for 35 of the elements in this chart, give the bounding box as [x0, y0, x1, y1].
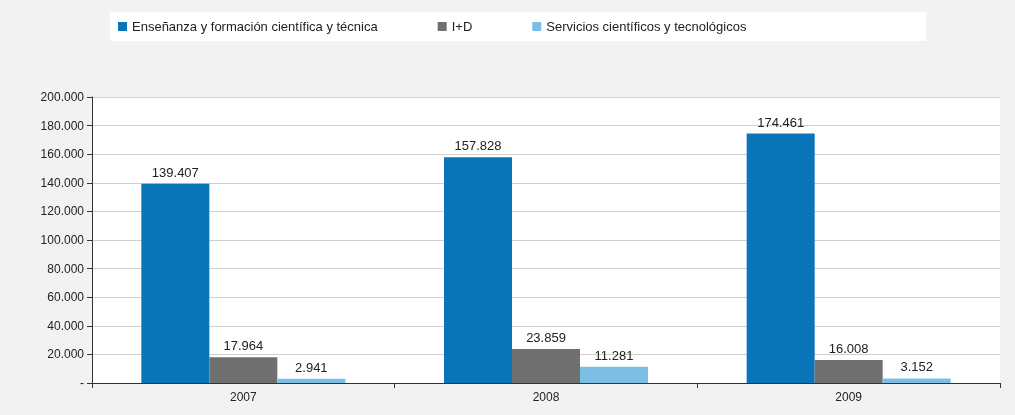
data-label: 174.461: [757, 114, 805, 130]
x-tick-label: 2009: [835, 390, 863, 404]
bar: [444, 157, 512, 383]
data-label: 11.281: [594, 347, 634, 363]
y-tick-label: 40.000: [47, 318, 85, 333]
bar: [580, 366, 648, 383]
y-tick-label: 160.000: [40, 147, 85, 162]
bar: [141, 183, 210, 383]
data-label: 17.964: [223, 338, 264, 354]
y-tick-label: -: [80, 376, 84, 390]
bar: [512, 348, 580, 383]
y-tick-label: 180.000: [40, 118, 85, 133]
bar: [814, 360, 883, 383]
data-label: 16.008: [828, 341, 869, 357]
y-tick-label: 200.000: [40, 90, 85, 104]
bar: [277, 378, 346, 383]
legend-label: Enseñanza y formación científica y técnica: [132, 19, 379, 34]
bar: [209, 357, 278, 383]
x-tick-label: 2007: [229, 390, 257, 404]
legend-label: Servicios científicos y tecnológicos: [546, 19, 747, 34]
data-label: 23.859: [526, 329, 566, 345]
y-tick-label: 60.000: [47, 290, 85, 305]
y-tick-label: 20.000: [47, 347, 85, 362]
legend-label: I+D: [451, 19, 473, 34]
y-tick-label: 80.000: [47, 261, 85, 276]
data-label: 3.152: [900, 359, 933, 375]
data-label: 139.407: [151, 164, 199, 180]
data-label: 2.941: [295, 359, 328, 375]
bar: [882, 378, 951, 383]
data-label: 157.828: [454, 138, 502, 154]
x-tick-label: 2008: [532, 390, 560, 404]
y-tick-label: 140.000: [40, 175, 85, 190]
y-tick-label: 120.000: [40, 204, 85, 219]
bar: [746, 133, 815, 383]
y-tick-label: 100.000: [40, 233, 85, 247]
